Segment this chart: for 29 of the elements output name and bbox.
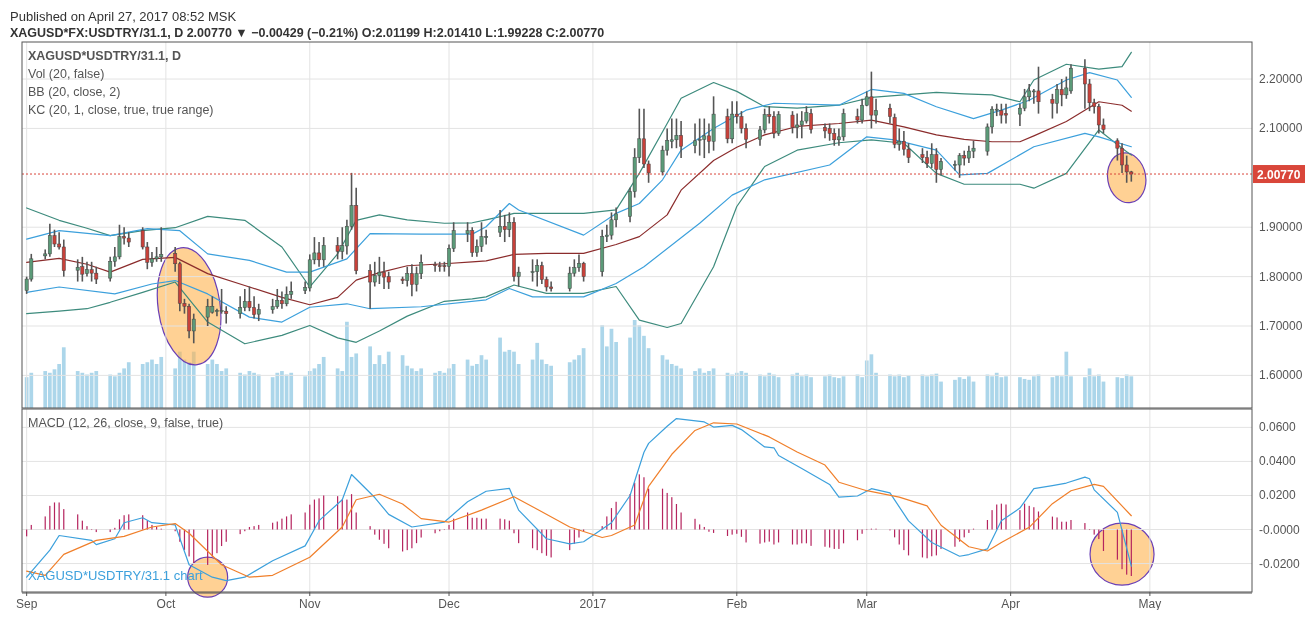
y-tick-label: -0.0200 [1259, 556, 1301, 571]
annotation: BB (20, close, 2) [28, 85, 121, 99]
x-tick-label: 2017 [579, 597, 607, 611]
y-tick-label: -0.0000 [1259, 522, 1301, 537]
chart-subtitle: XAGUSD*FX:USDTRY/31.1, D 2.00770 ▼ −0.00429 (−0.21%) O:2.01199 H:2.01410 L:1.99228 C:2.00770 [10, 26, 605, 40]
y-tick-label: 1.90000 [1259, 220, 1303, 235]
x-tick-label: Sep [15, 597, 38, 611]
y-tick-label: 0.0600 [1259, 420, 1297, 435]
y-tick-label: 1.70000 [1259, 319, 1303, 334]
annotation: Vol (20, false) [28, 67, 105, 81]
y-tick-label: 0.0200 [1259, 488, 1297, 503]
x-tick-label: Apr [1001, 597, 1020, 611]
y-tick-label: 0.0400 [1259, 454, 1297, 469]
y-tick-label: 2.10000 [1259, 121, 1303, 136]
x-tick-label: Mar [856, 597, 878, 611]
x-tick-label: May [1138, 597, 1162, 611]
ref-line-label: 2.00770 [1257, 167, 1301, 182]
x-tick-label: Feb [726, 597, 748, 611]
annotation: XAGUSD*USDTRY/31.1, D [28, 49, 182, 63]
y-tick-label: 1.60000 [1259, 368, 1303, 383]
x-tick-label: Oct [156, 597, 176, 611]
annotation: KC (20, 1, close, true, true range) [28, 103, 214, 117]
y-tick-label: 2.20000 [1259, 72, 1303, 87]
y-tick-label: 1.80000 [1259, 269, 1303, 284]
x-tick-label: Nov [299, 597, 321, 611]
chart-title: Published on April 27, 2017 08:52 MSK [10, 9, 237, 24]
x-tick-label: Dec [438, 597, 460, 611]
annotation: MACD (12, 26, close, 9, false, true) [28, 416, 224, 430]
annotation: XAGUSD*USDTRY/31.1 chart [28, 568, 203, 583]
